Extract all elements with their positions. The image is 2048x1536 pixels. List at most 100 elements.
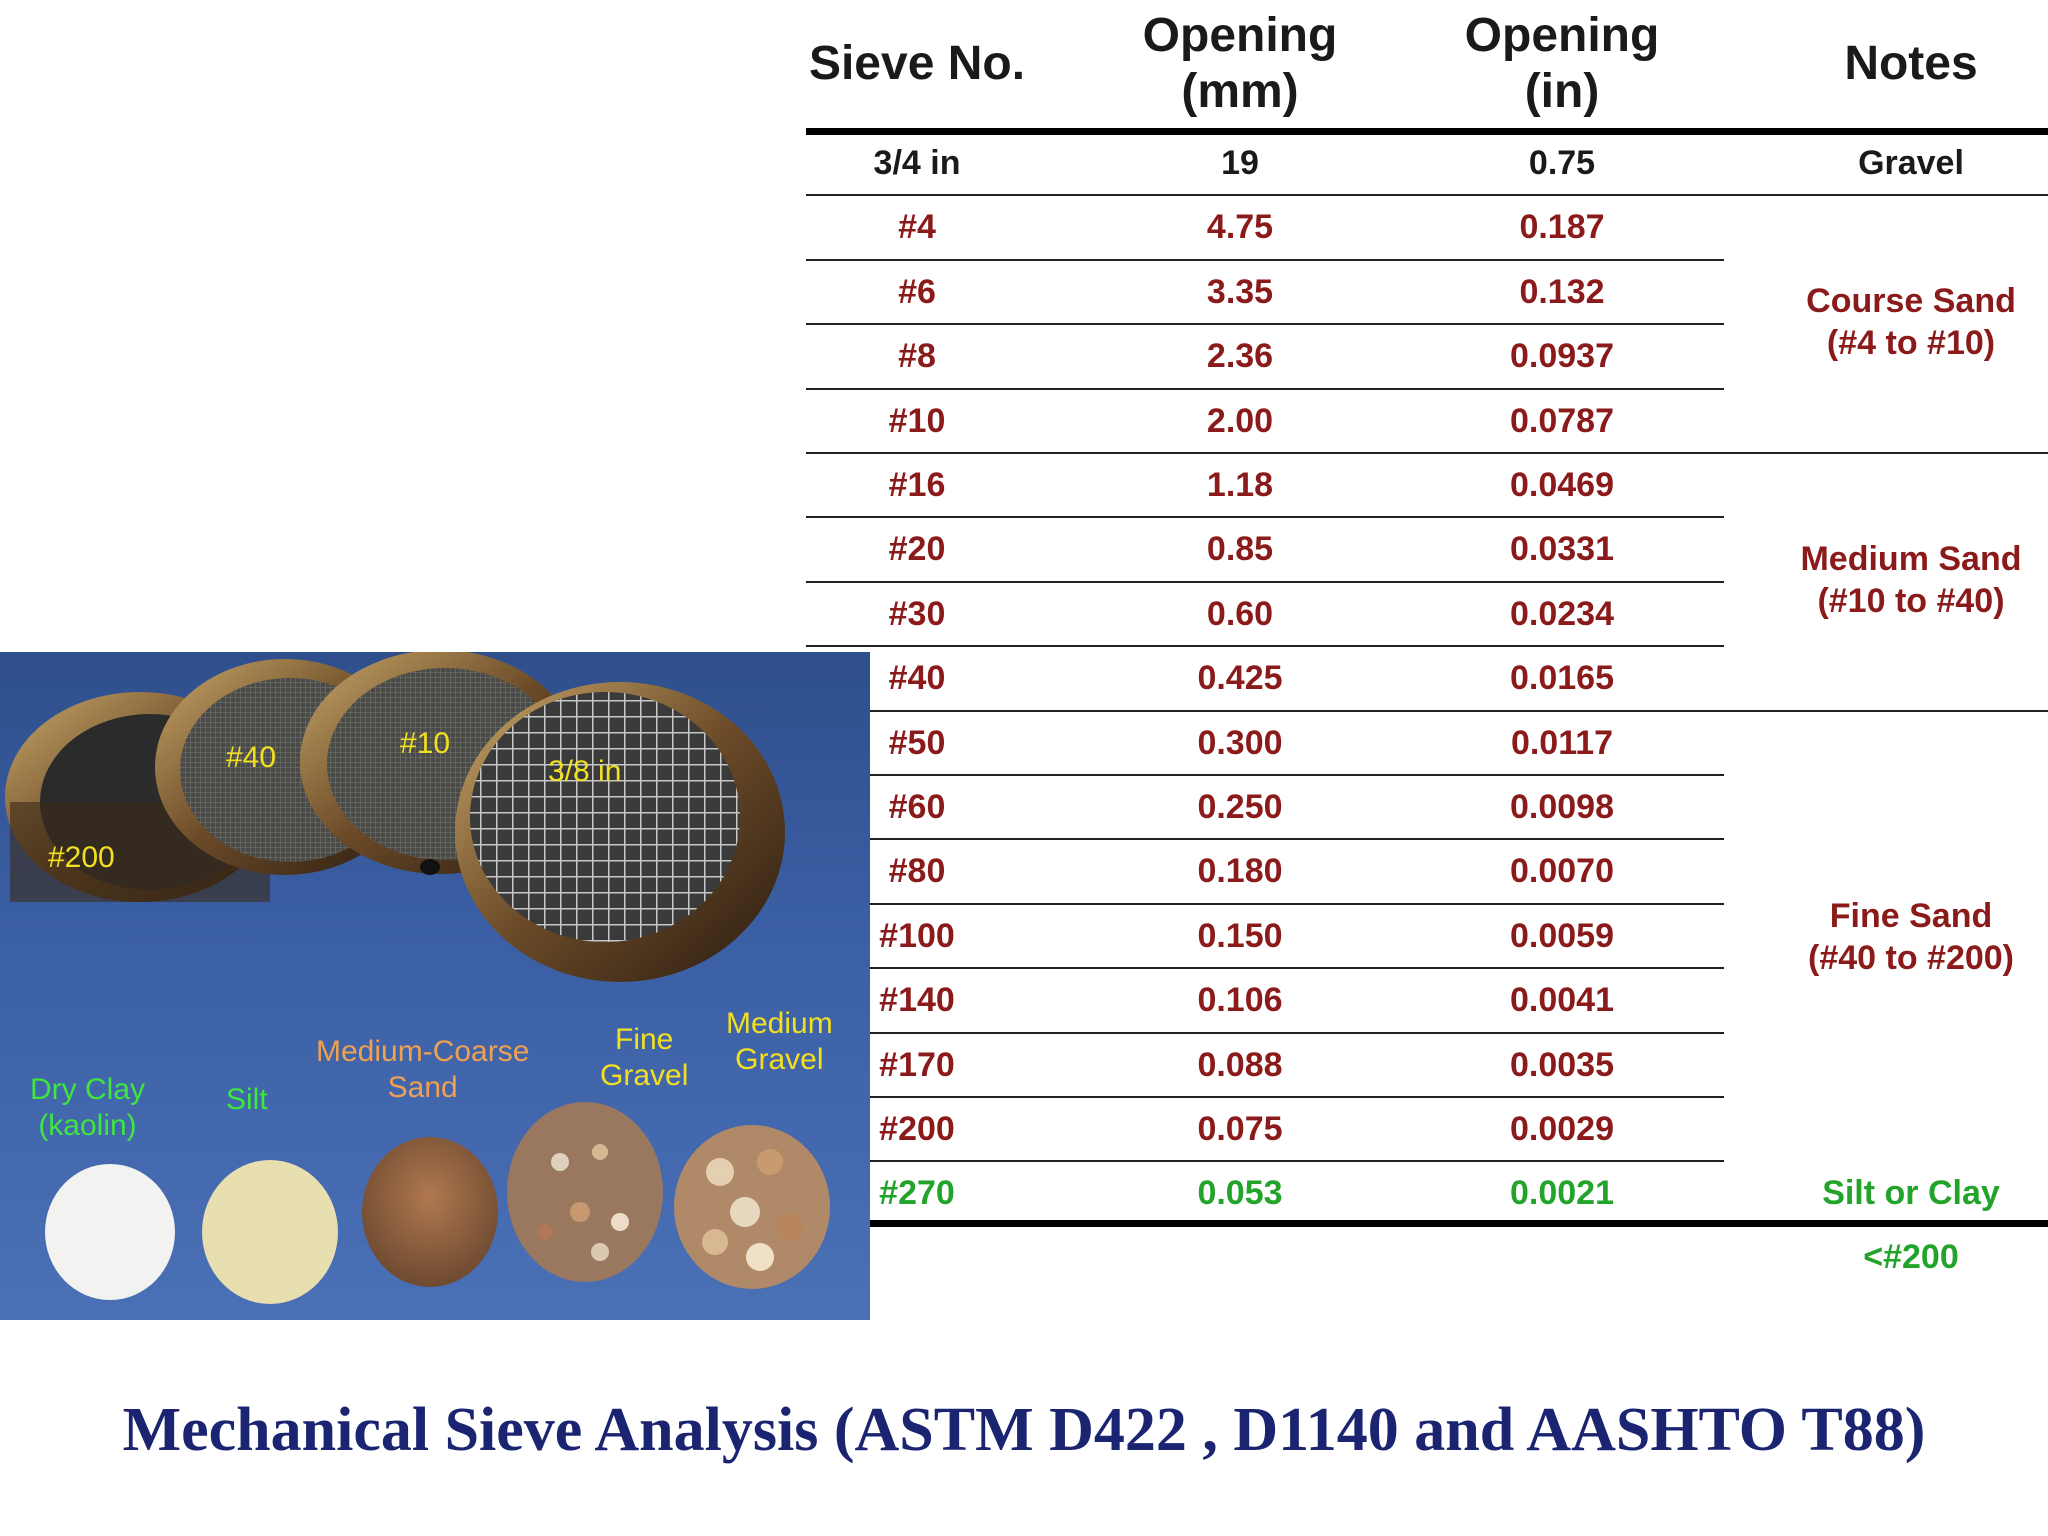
cell-sieve-no: #80 — [888, 852, 946, 891]
cell-opening-in: 0.0021 — [1510, 1174, 1614, 1213]
table-row: #6 3.35 0.132 — [806, 260, 2048, 324]
cell-opening-mm: 19 — [1221, 144, 1259, 182]
table-row: #10 2.00 0.0787 — [806, 389, 2048, 453]
note-fine-sand: Fine Sand (#40 to #200) — [1808, 897, 2014, 977]
label-medium-coarse-sand: Medium-Coarse Sand — [316, 1035, 530, 1104]
header-rule — [806, 128, 2048, 135]
row-divider — [806, 645, 1724, 648]
cell-opening-mm: 0.180 — [1197, 852, 1283, 891]
cell-opening-in: 0.132 — [1519, 272, 1605, 311]
table-row: 3/4 in 19 0.75 Gravel — [806, 131, 2048, 195]
cell-sieve-no: #40 — [888, 659, 946, 698]
table-row: #20 0.85 0.0331 — [806, 517, 2048, 581]
table-row: #30 0.60 0.0234 — [806, 582, 2048, 646]
cell-sieve-no: #20 — [888, 530, 946, 569]
cell-opening-in: 0.0059 — [1510, 916, 1614, 955]
label-sieve-3-8-in: 3/8 in — [548, 755, 622, 788]
medium-gravel-pile — [674, 1125, 830, 1289]
cell-opening-mm: 2.36 — [1206, 337, 1274, 376]
cell-opening-in: 0.0117 — [1510, 723, 1614, 762]
cell-opening-mm: 0.60 — [1206, 594, 1274, 633]
row-divider — [806, 194, 2048, 197]
silt-pile — [202, 1160, 338, 1304]
header-opening-mm: Opening (mm) — [1142, 9, 1338, 118]
cell-opening-mm: 3.35 — [1206, 272, 1274, 311]
cell-sieve-no: 3/4 in — [873, 144, 961, 182]
footer-rule — [806, 1220, 2048, 1227]
cell-sieve-no: #16 — [888, 466, 946, 504]
sieve-photo: #200 #40 #10 3/8 in Dry Clay (kaolin) Sil… — [0, 652, 870, 1320]
label-medium-gravel: Medium Gravel — [726, 1007, 833, 1076]
row-divider — [806, 516, 1724, 519]
cell-opening-in: 0.0937 — [1510, 337, 1614, 376]
sieve-3-8-in — [455, 682, 785, 982]
cell-note: Silt or Clay <#200 — [1822, 1174, 2000, 1277]
note-medium-sand: Medium Sand (#10 to #40) — [1800, 540, 2022, 620]
row-divider — [806, 580, 1724, 583]
label-fine-gravel: Fine Gravel — [600, 1023, 689, 1092]
cell-opening-mm: 0.053 — [1197, 1174, 1283, 1213]
header-notes: Notes — [1844, 37, 1978, 90]
row-divider — [806, 387, 1724, 390]
label-sieve-200: #200 — [48, 841, 115, 874]
table-row: #50 0.300 0.0117 — [806, 711, 2048, 775]
cell-opening-in: 0.0787 — [1510, 401, 1614, 440]
table-row: #4 4.75 0.187 — [806, 195, 2048, 259]
cell-sieve-no: #170 — [879, 1045, 955, 1084]
header-opening-in: Opening (in) — [1464, 9, 1660, 118]
cell-sieve-no: #30 — [888, 594, 946, 633]
table-row: #60 0.250 0.0098 — [806, 775, 2048, 839]
cell-sieve-no: #10 — [888, 401, 946, 440]
slide-title: Mechanical Sieve Analysis (ASTM D422 , D… — [122, 1396, 1926, 1464]
cell-note: Gravel — [1858, 144, 1964, 182]
cell-opening-mm: 0.075 — [1197, 1110, 1283, 1148]
table-row: #270 0.053 0.0021 Silt or Clay <#200 — [806, 1161, 2048, 1277]
table-row: #8 2.36 0.0937 — [806, 324, 2048, 388]
table-row: #16 1.18 0.0469 — [806, 453, 2048, 517]
cell-opening-mm: 0.250 — [1197, 788, 1283, 826]
cell-sieve-no: #8 — [898, 337, 936, 376]
cell-opening-in: 0.0070 — [1510, 852, 1614, 891]
cell-opening-mm: 0.150 — [1197, 916, 1283, 955]
row-divider — [870, 1031, 1724, 1034]
cell-opening-mm: 1.18 — [1206, 466, 1274, 504]
cell-opening-mm: 0.425 — [1197, 659, 1283, 698]
cell-opening-mm: 0.300 — [1197, 723, 1283, 762]
row-divider — [806, 452, 2048, 454]
sand-pile — [362, 1137, 498, 1287]
cell-opening-mm: 2.00 — [1206, 401, 1274, 440]
sieve-table: Sieve No. Opening (mm) Opening (in) Notes … — [806, 0, 2048, 1277]
cell-sieve-no: #6 — [898, 272, 936, 311]
row-divider — [870, 838, 1724, 841]
cell-sieve-no: #60 — [888, 788, 946, 826]
cell-opening-in: 0.0029 — [1510, 1110, 1614, 1148]
label-silt: Silt — [226, 1083, 268, 1116]
cell-opening-mm: 0.088 — [1197, 1045, 1283, 1084]
row-divider — [870, 902, 1724, 905]
label-dry-clay: Dry Clay (kaolin) — [30, 1073, 146, 1142]
cell-opening-in: 0.0041 — [1510, 981, 1614, 1020]
cell-sieve-no: #4 — [898, 208, 936, 247]
cell-opening-in: 0.0234 — [1510, 594, 1614, 633]
dry-clay-pile — [45, 1164, 175, 1300]
row-divider — [870, 967, 1724, 970]
row-divider — [870, 774, 1724, 776]
table-row: #100 0.150 0.0059 — [806, 904, 2048, 968]
row-divider — [870, 1160, 1724, 1163]
sieves-and-samples-illustration — [5, 652, 830, 1304]
cell-opening-in: 0.0165 — [1510, 659, 1614, 698]
row-divider — [870, 1096, 1724, 1098]
table-row: #80 0.180 0.0070 — [806, 839, 2048, 903]
row-divider — [806, 258, 1724, 261]
cell-sieve-no: #100 — [879, 916, 955, 955]
table-row: #200 0.075 0.0029 — [806, 1097, 2048, 1161]
header-sieve-no: Sieve No. — [808, 37, 1026, 90]
cell-opening-in: 0.0331 — [1510, 530, 1614, 569]
table-row: #40 0.425 0.0165 — [806, 646, 2048, 710]
cell-sieve-no: #50 — [888, 723, 946, 762]
cell-opening-mm: 0.106 — [1197, 981, 1283, 1020]
note-coarse-sand: Course Sand (#4 to #10) — [1806, 282, 2016, 362]
cell-sieve-no: #200 — [879, 1110, 955, 1148]
cell-opening-mm: 0.85 — [1206, 530, 1274, 569]
table-row: #140 0.106 0.0041 — [806, 968, 2048, 1032]
